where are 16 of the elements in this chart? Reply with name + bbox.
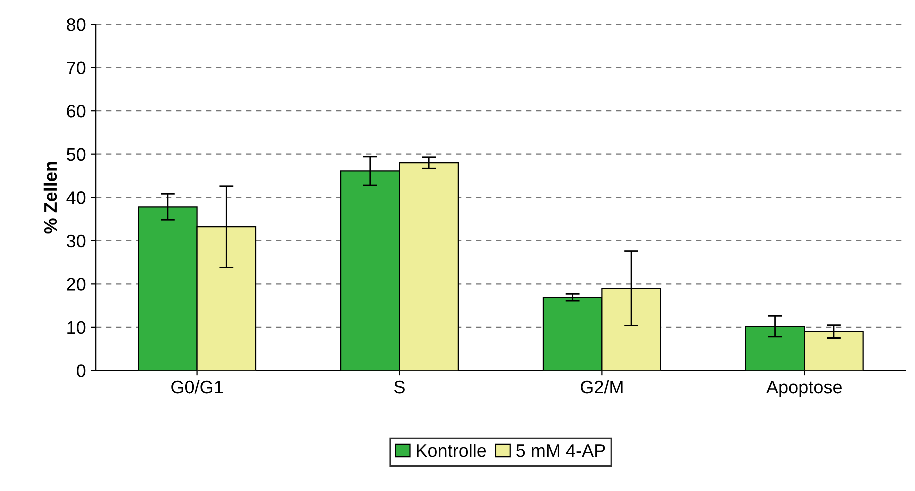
y-tick-label: 60 [67,105,86,118]
y-tick-label: 40 [66,192,86,204]
x-tick-label: Apoptose [766,381,842,398]
y-axis-title: % Zellen [44,162,58,234]
legend-label: 5 mM 4-AP [516,444,606,458]
y-tick-label: 30 [66,234,86,248]
x-tick-label: S [394,380,405,394]
y-tick-label: 50 [66,148,86,162]
y-tick-label: 10 [68,321,86,334]
y-tick-label: 20 [67,278,86,291]
legend-label: Kontrolle [417,444,486,458]
y-tick-label: 0 [77,364,86,378]
y-tick-label: 80 [67,18,86,32]
y-tick-label: 70 [67,62,86,75]
x-tick-label: G0/G1 [172,380,224,394]
x-tick-label: G2/M [581,380,623,394]
